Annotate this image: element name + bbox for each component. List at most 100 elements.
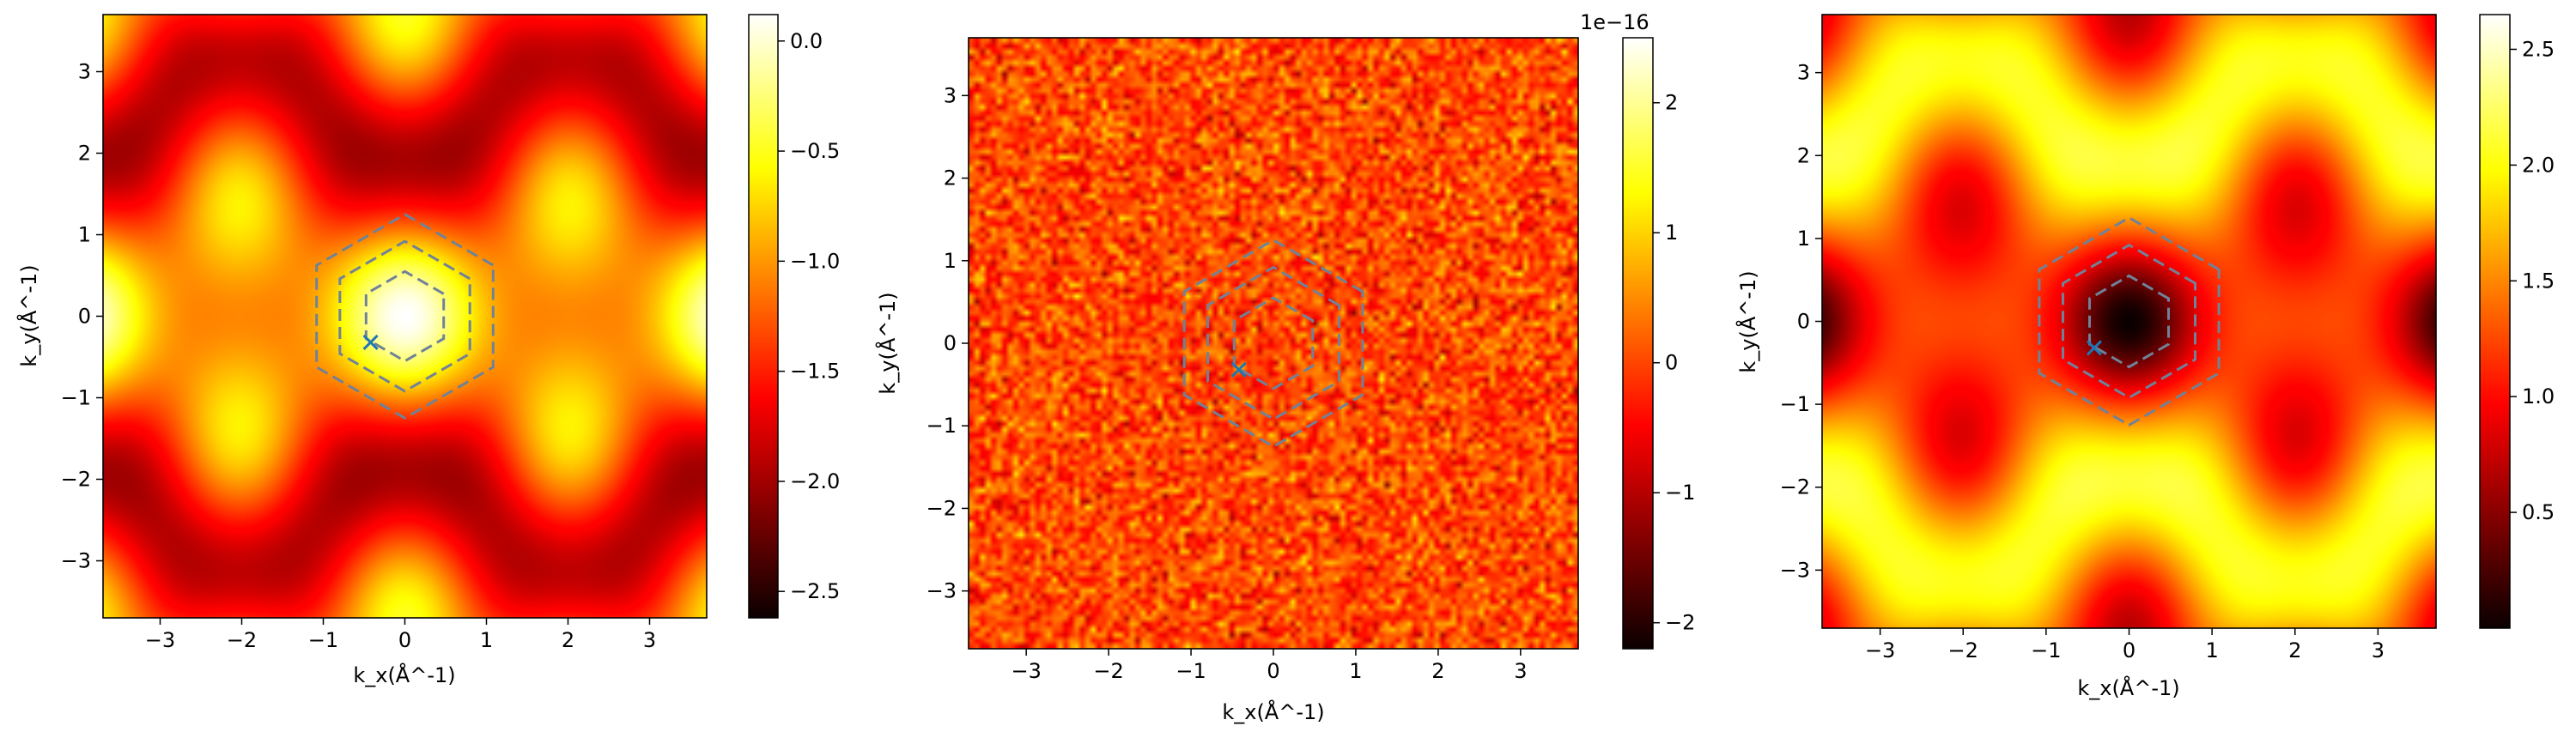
y-tick-label: −1: [927, 414, 957, 438]
y-ticks-3: −3 −2 −1 0 1 2 3: [1780, 61, 1822, 582]
x-tick-label: 0: [2123, 638, 2136, 662]
colorbar-1: [748, 14, 779, 619]
y-tick-label: 0: [1797, 310, 1810, 334]
hexagon-3-3: [2038, 215, 2221, 427]
x-tick-label: 3: [1514, 659, 1527, 683]
x-tick-label: −2: [1093, 659, 1123, 683]
x-tick-label: 2: [562, 628, 574, 652]
hexagon-2-3: [1182, 238, 1364, 449]
panel-2: −3 −2 −1 0 1 2 3 −3 −2 −1 0 1 2 3 k_x(Å^-1) k_y(Å^-1…: [875, 10, 1695, 724]
colorbar-tick-label: −2.5: [790, 579, 840, 603]
colorbar-tick-label: 0.5: [2522, 500, 2555, 524]
x-ticks-3: −3 −2 −1 0 1 2 3: [1865, 628, 2385, 662]
x-tick-label: −1: [2031, 638, 2061, 662]
y-ticks-1: −3 −2 −1 0 1 2 3: [61, 60, 103, 573]
y-axis-label-text-2: k_y(Å^-1): [875, 292, 900, 394]
y-tick-label: 2: [78, 142, 91, 166]
y-axis-label-text-1: k_y(Å^-1): [16, 264, 41, 366]
colorbar-tick-label: −1.5: [790, 360, 840, 384]
y-tick-label: −1: [1780, 392, 1810, 416]
heatmap-image-3: [1822, 15, 2436, 628]
y-ticks-2: −3 −2 −1 0 1 2 3: [927, 83, 969, 603]
x-tick-label: 2: [2288, 638, 2301, 662]
x-tick-label: −2: [1948, 638, 1978, 662]
y-tick-label: 0: [78, 305, 91, 329]
y-tick-label: 2: [1797, 143, 1810, 167]
colorbar-offset-text-2: 1e−16: [1580, 10, 1649, 34]
colorbar-ticks-1: 0.0 −0.5 −1.0 −1.5 −2.0 −2.5: [778, 29, 840, 603]
colorbar-3: [2479, 14, 2511, 629]
y-tick-label: −1: [61, 386, 91, 410]
panel-1: −3 −2 −1 0 1 2 3 −3 −2 −1 0 1 2 3 k_x(Å^-1) k_y(Å^-1…: [16, 14, 840, 687]
y-tick-label: −3: [1780, 558, 1810, 582]
x-tick-label: −1: [1176, 659, 1206, 683]
brillouin-zone-overlay-2: [1182, 238, 1364, 449]
x-ticks-1: −3 −2 −1 0 1 2 3: [145, 618, 656, 652]
y-tick-label: 3: [78, 60, 91, 84]
x-tick-label: 2: [1431, 659, 1444, 683]
x-axis-label-text-3: k_x(Å^-1): [2077, 675, 2179, 700]
hexagon-1-3: [315, 213, 495, 420]
y-tick-label: 1: [944, 249, 957, 273]
colorbar-ticks-2: 2 1 0 −1 −2: [1653, 91, 1695, 635]
x-tick-label: 0: [398, 628, 411, 652]
y-axis-label-text-3: k_y(Å^-1): [1735, 270, 1760, 372]
y-tick-label: 3: [944, 83, 957, 107]
colorbar-tick-label: 0.0: [790, 29, 823, 53]
x-tick-label: 3: [2372, 638, 2385, 662]
colorbar-offset-2: 1e−16: [1580, 10, 1649, 34]
k-point-marker-3: [2086, 340, 2102, 356]
colorbar-tick-label: −0.5: [790, 139, 840, 163]
x-tick-label: −3: [145, 628, 175, 652]
x-axis-label-2: k_x(Å^-1): [1222, 699, 1324, 724]
hexagon-3-2: [2062, 243, 2196, 400]
x-axis-label-3: k_x(Å^-1): [2077, 675, 2179, 700]
heatmap-image-2: [969, 38, 1578, 649]
heatmap-image-1: [103, 15, 707, 618]
y-tick-label: −3: [927, 579, 957, 603]
colorbar-tick-label: 2.0: [2522, 153, 2555, 177]
y-tick-label: 1: [78, 223, 91, 247]
y-tick-label: −2: [1780, 475, 1810, 499]
x-tick-label: −3: [1011, 659, 1041, 683]
brillouin-zone-overlay-3: [2038, 215, 2221, 427]
y-tick-label: 0: [944, 331, 957, 355]
x-tick-label: 0: [1267, 659, 1279, 683]
y-axis-label-2: k_y(Å^-1): [875, 292, 900, 394]
colorbar-tick-label: 1: [1665, 221, 1678, 245]
k-point-marker-2: [1230, 361, 1247, 378]
colorbar-tick-label: 2: [1665, 91, 1678, 115]
colorbar-2: [1622, 37, 1654, 650]
brillouin-zone-overlay-1: [315, 213, 495, 420]
k-point-marker-1: [362, 334, 379, 350]
x-tick-label: 1: [1349, 659, 1362, 683]
colorbar-tick-label: −2.0: [790, 469, 840, 493]
colorbar-tick-label: −1: [1665, 481, 1695, 505]
colorbar-tick-label: 2.5: [2522, 37, 2555, 61]
colorbar-tick-label: −2: [1665, 611, 1695, 635]
x-tick-label: −2: [227, 628, 257, 652]
y-axis-label-3: k_y(Å^-1): [1735, 270, 1760, 372]
panel-3: −3 −2 −1 0 1 2 3 −3 −2 −1 0 1 2 3 k_x(Å^-1) k_y(Å^-1…: [1735, 14, 2555, 700]
colorbar-tick-label: −1.0: [790, 249, 840, 273]
colorbar-ticks-3: 2.5 2.0 1.5 1.0 0.5: [2510, 37, 2555, 524]
hexagon-2-2: [1206, 265, 1340, 421]
y-tick-label: −3: [61, 549, 91, 573]
y-axis-label-1: k_y(Å^-1): [16, 264, 41, 366]
x-tick-label: −1: [308, 628, 338, 652]
x-tick-label: 1: [2205, 638, 2218, 662]
y-tick-label: −2: [61, 468, 91, 492]
y-tick-label: −2: [927, 496, 957, 520]
x-axis-label-text-2: k_x(Å^-1): [1222, 699, 1324, 724]
colorbar-tick-label: 0: [1665, 351, 1678, 375]
hexagon-1-2: [338, 239, 471, 393]
colorbar-tick-label: 1.0: [2522, 384, 2555, 408]
y-tick-label: 2: [944, 166, 957, 191]
x-tick-label: 1: [480, 628, 493, 652]
y-tick-label: 3: [1797, 61, 1810, 85]
colorbar-tick-label: 1.5: [2522, 269, 2555, 293]
y-tick-label: 1: [1797, 227, 1810, 251]
x-tick-label: −3: [1865, 638, 1895, 662]
x-tick-label: 3: [643, 628, 656, 652]
